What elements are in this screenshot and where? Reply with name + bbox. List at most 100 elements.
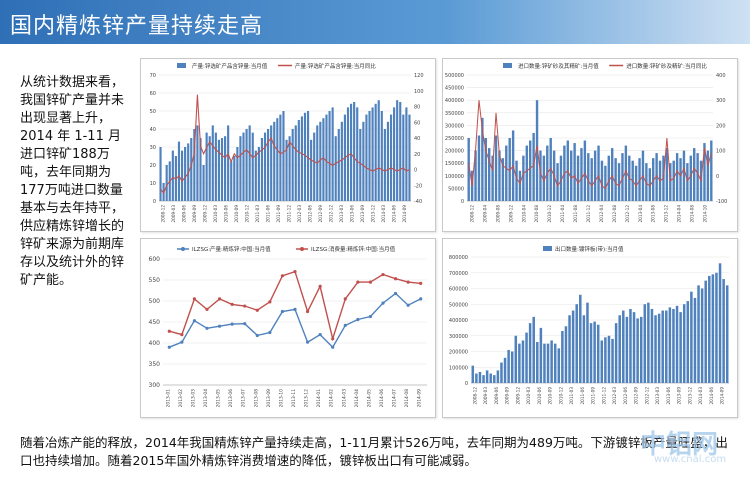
- c3-bar-9: [503, 357, 507, 383]
- c3-y-tick-300000: 300000: [449, 334, 468, 340]
- c1-xtick-2013-12: 2013-12: [664, 205, 669, 223]
- c0-bar-39: [279, 114, 282, 201]
- c1-bar-62: [679, 158, 682, 201]
- c1-bar-11: [505, 145, 508, 201]
- c1-bar-70: [706, 150, 710, 201]
- c0-bar-70: [374, 103, 377, 201]
- c1-bar-50: [638, 158, 641, 201]
- c1-bar-65: [689, 155, 692, 201]
- c0-bar-77: [396, 100, 399, 201]
- c0-bar-68: [368, 111, 371, 201]
- c0-yr-tick-40: 40: [414, 136, 420, 142]
- c0-bar-23: [230, 161, 233, 201]
- c0-bar-36: [270, 125, 273, 201]
- c3-bar-15: [525, 332, 528, 383]
- c1-bar-69: [703, 143, 706, 201]
- c1-bar-36: [590, 158, 593, 201]
- c1-bar-46: [624, 145, 628, 201]
- c3-xtick-2012-03: 2012-03: [612, 387, 617, 405]
- c3-bar-71: [725, 285, 729, 383]
- c1-yl-tick-200000: 200000: [445, 149, 464, 155]
- c3-bar-57: [675, 305, 679, 383]
- c1-xtick-2009-12: 2009-12: [508, 205, 513, 223]
- c1-yl-tick-500000: 500000: [445, 73, 464, 79]
- c3-bar-55: [668, 307, 672, 383]
- c2-series-0-point-12: [318, 333, 322, 337]
- c0-bar-56: [331, 107, 334, 201]
- c3-bar-27: [568, 315, 571, 383]
- c0-bar-27: [242, 132, 245, 201]
- c3-bar-46: [636, 318, 639, 383]
- c0-bar-71: [377, 100, 380, 201]
- c3-bar-21: [546, 343, 550, 383]
- c0-bar-24: [233, 156, 236, 201]
- c3-bar-70: [722, 279, 725, 383]
- c0-xtick-2011-06: 2011-06: [265, 205, 270, 223]
- c1-yr-tick-0: 0: [716, 174, 719, 180]
- chart-panel-zinc-ore-output: 产量:锌选矿产品含锌量:当月值 产量:锌选矿产品含锌量:当月同比 0 10 20 30 40…: [140, 58, 436, 232]
- c1-bar-34: [583, 140, 587, 201]
- c0-xtick-2010-09: 2010-09: [234, 205, 239, 223]
- c1-bar-38: [597, 145, 600, 201]
- chart-ilzsg-china: ILZSG:产量:精炼锌:中国:当月值 ILZSG:消费量:精炼锌:中国:当月值 3…: [149, 245, 427, 408]
- c2-xtick-2014-03: 2014-03: [341, 389, 347, 408]
- c0-xtick-2009-12: 2009-12: [202, 205, 207, 223]
- c3-bar-50: [650, 308, 654, 383]
- c0-bar-29: [248, 125, 251, 201]
- c0-xtick-2014-09: 2014-09: [402, 205, 407, 223]
- c3-y-tick-400000: 400000: [449, 318, 468, 324]
- c1-xtick-2013-08: 2013-08: [651, 205, 656, 223]
- c1-xtick-2011-04: 2011-04: [560, 205, 565, 223]
- chart-galvanized-exports: 出口数量:镀锌板(带):当月值 0 100000 200000 300000 400000…: [449, 245, 729, 405]
- c2-series-1-point-3: [205, 307, 209, 311]
- c2-xtick-2013-03: 2013-03: [190, 389, 196, 408]
- c0-bar-34: [263, 132, 267, 201]
- c3-bar-39: [611, 338, 614, 383]
- c0-yr-tick-0: 0: [414, 168, 417, 174]
- c0-bar-63: [353, 102, 356, 201]
- c0-yr-tick-120: 120: [414, 73, 424, 79]
- c0-bar-33: [260, 138, 264, 201]
- c3-xtick-2010-06: 2010-06: [537, 387, 542, 405]
- c1-bar-9: [498, 150, 501, 201]
- c0-yr-tick--40: -40: [414, 199, 422, 205]
- c0-bar-16: [208, 136, 211, 201]
- c1-yl-tick-0: 0: [461, 199, 464, 205]
- c1-bar-8: [494, 135, 498, 201]
- c2-xtick-2013-11: 2013-11: [291, 389, 297, 408]
- c1-xtick-2009-08: 2009-08: [495, 205, 500, 223]
- c2-series-0-point-4: [217, 324, 222, 328]
- c1-yr-tick-300: 300: [716, 98, 726, 104]
- c3-bar-45: [632, 312, 636, 383]
- c1-bar-5: [484, 138, 487, 201]
- c1-bar-61: [675, 153, 679, 201]
- chart-zinc-ore-imports: 进口数量:锌矿砂及其精矿:当月值 进口数量:锌矿砂及精矿:当月同比 0 50000 10…: [445, 62, 727, 223]
- c3-bar-69: [718, 263, 722, 383]
- c2-y-tick-350: 350: [149, 361, 161, 368]
- c0-yl-tick-70: 70: [150, 73, 156, 79]
- c3-xtick-2011-12: 2011-12: [601, 387, 606, 405]
- c3-bar-36: [600, 340, 604, 383]
- c2-y-tick-500: 500: [149, 298, 161, 305]
- c1-xtick-2009-04: 2009-04: [482, 205, 487, 223]
- c1-bar-45: [621, 153, 624, 201]
- c3-xtick-2011-09: 2011-09: [591, 387, 596, 405]
- c0-bar-61: [346, 107, 350, 201]
- c1-yl-tick-350000: 350000: [445, 111, 464, 117]
- c1-bar-6: [488, 148, 491, 201]
- c3-bar-11: [510, 351, 514, 383]
- c1-bar-60: [672, 160, 675, 201]
- c2-xtick-2013-01: 2013-01: [165, 389, 171, 408]
- c0-bar-78: [399, 102, 402, 201]
- c3-bar-63: [697, 285, 700, 383]
- c2-legend-marker-1: [300, 247, 304, 251]
- c3-xtick-2009-12: 2009-12: [515, 387, 520, 405]
- c0-bar-72: [380, 111, 383, 201]
- c2-xtick-2013-06: 2013-06: [228, 389, 234, 408]
- c2-xtick-2013-07: 2013-07: [241, 389, 247, 408]
- c1-bar-67: [696, 153, 699, 201]
- c3-bar-51: [654, 315, 657, 383]
- c2-series-1-point-11: [305, 309, 310, 314]
- c2-series-1-point-19: [406, 280, 410, 284]
- c2-xtick-2013-08: 2013-08: [253, 389, 259, 408]
